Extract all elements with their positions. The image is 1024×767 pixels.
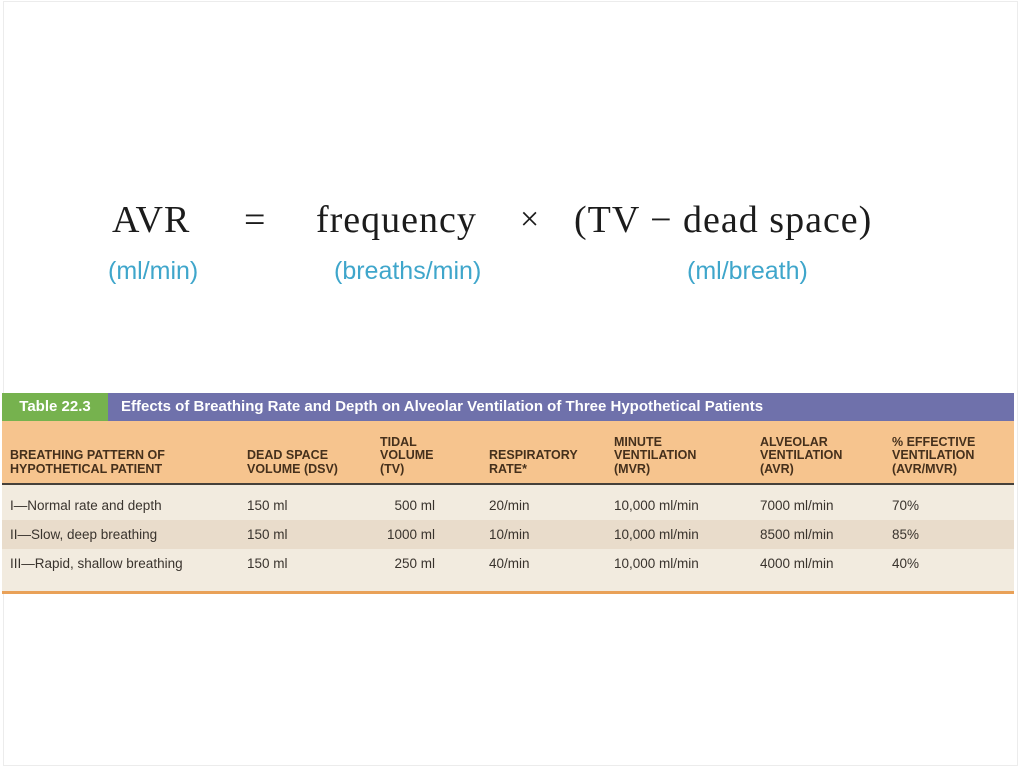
header-cell-dead-space-volume: DEAD SPACE VOLUME (DSV) [247, 448, 338, 476]
header-cell-breathing-pattern: BREATHING PATTERN OF HYPOTHETICAL PATIEN… [10, 448, 165, 476]
header-cell-tidal-volume: TIDAL VOLUME (TV) [380, 434, 434, 476]
table-row-patient-2: II—Slow, deep breathing 150 ml 1000 ml 1… [2, 520, 1014, 549]
table-footer-spacer [2, 578, 1014, 591]
table-header-row: BREATHING PATTERN OF HYPOTHETICAL PATIEN… [2, 421, 1014, 485]
table-cell: 85% [892, 527, 920, 542]
table-cell: 8500 ml/min [760, 527, 834, 542]
table-cell: 4000 ml/min [760, 556, 834, 571]
slide-border [3, 1, 1018, 766]
row-label: II—Slow, deep breathing [10, 527, 158, 542]
factor1-unit: (breaths/min) [334, 257, 482, 285]
table-cell: 7000 ml/min [760, 498, 834, 513]
factor2-unit: (ml/breath) [687, 257, 808, 285]
table-cell: 40/min [489, 556, 530, 571]
alveolar-ventilation-formula: AVR = frequency × (TV − dead space) (ml/… [0, 195, 1024, 305]
table-cell: 150 ml [247, 556, 288, 571]
table-22-3: Table 22.3 Effects of Breathing Rate and… [2, 393, 1014, 594]
table-cell: 10,000 ml/min [614, 527, 699, 542]
formula-factor2: (TV − dead space) [574, 199, 873, 241]
table-cell: 500 ml [394, 498, 435, 513]
table-cell: 250 ml [394, 556, 435, 571]
table-cell: 40% [892, 556, 920, 571]
table-cell: 1000 ml [386, 527, 435, 542]
table-cell: 70% [892, 498, 920, 513]
table-title-bar: Table 22.3 Effects of Breathing Rate and… [2, 393, 1014, 421]
table-cell: 150 ml [247, 527, 288, 542]
equals-sign: = [244, 199, 267, 241]
table-body: I—Normal rate and depth 150 ml 500 ml 20… [2, 485, 1014, 594]
formula-result: AVR [112, 199, 191, 241]
multiplication-sign: × [520, 201, 541, 238]
table-cell: 150 ml [247, 498, 288, 513]
table-title: Effects of Breathing Rate and Depth on A… [108, 393, 1014, 421]
table-row-patient-1: I—Normal rate and depth 150 ml 500 ml 20… [2, 491, 1014, 520]
result-unit: (ml/min) [108, 257, 199, 285]
table-cell: 20/min [489, 498, 530, 513]
table-cell: 10/min [489, 527, 530, 542]
header-cell-respiratory-rate: RESPIRATORY RATE* [489, 448, 578, 476]
table-number-badge: Table 22.3 [2, 393, 108, 421]
formula-factor1: frequency [316, 199, 477, 241]
table-row-patient-3: III—Rapid, shallow breathing 150 ml 250 … [2, 549, 1014, 578]
row-label: I—Normal rate and depth [10, 498, 162, 513]
table-cell: 10,000 ml/min [614, 556, 699, 571]
header-cell-effective-ventilation: % EFFECTIVE VENTILATION (AVR/MVR) [892, 434, 976, 476]
header-cell-alveolar-ventilation: ALVEOLAR VENTILATION (AVR) [760, 434, 843, 476]
header-cell-minute-ventilation: MINUTE VENTILATION (MVR) [614, 434, 697, 476]
table-cell: 10,000 ml/min [614, 498, 699, 513]
row-label: III—Rapid, shallow breathing [10, 556, 183, 571]
